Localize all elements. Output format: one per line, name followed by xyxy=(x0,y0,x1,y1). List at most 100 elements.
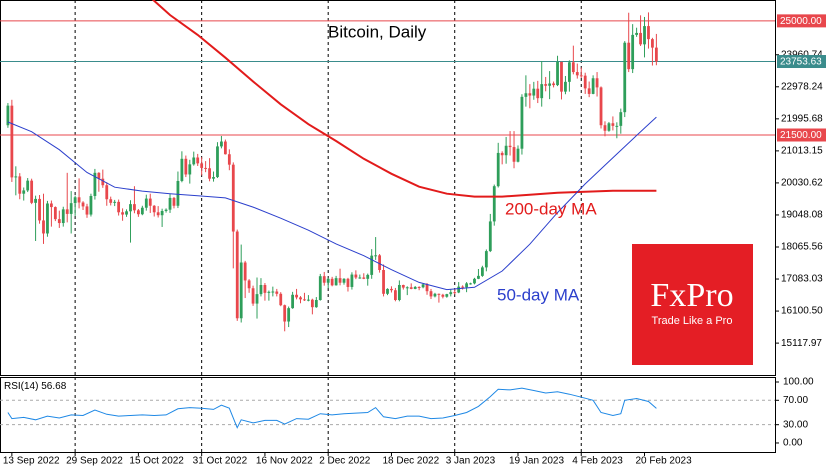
candle-body xyxy=(405,287,409,289)
candle-body xyxy=(484,251,488,268)
y-tick-label: 15117.97 xyxy=(781,338,822,349)
candle-body xyxy=(26,180,30,191)
candle-body xyxy=(220,141,223,147)
candle-body xyxy=(89,195,93,215)
candle-body xyxy=(133,204,136,211)
candle-body xyxy=(591,78,595,94)
candle-body xyxy=(184,158,188,175)
candle-body xyxy=(247,280,251,289)
candle-body xyxy=(144,198,148,208)
candle-body xyxy=(34,198,37,203)
y-tick-label: 16100.50 xyxy=(781,306,823,317)
candle-body xyxy=(631,34,635,70)
candle-body xyxy=(378,255,381,270)
candle-body xyxy=(366,274,370,279)
x-tick-label: 29 Sep 2022 xyxy=(66,456,123,467)
candle-body xyxy=(275,291,279,294)
candle-body xyxy=(579,75,583,77)
candle-body xyxy=(136,210,140,215)
candle-body xyxy=(354,274,358,278)
candle-body xyxy=(540,84,544,99)
candle-body xyxy=(42,220,45,234)
candle-body xyxy=(231,164,235,232)
candle-body xyxy=(401,285,405,288)
candle-body xyxy=(223,141,227,155)
candle-body xyxy=(528,93,532,96)
candle-body xyxy=(204,167,208,169)
main-plot-frame xyxy=(0,0,776,376)
candle-body xyxy=(421,284,425,288)
candle-body xyxy=(338,278,342,283)
candle-body xyxy=(599,87,603,126)
candle-body xyxy=(390,288,393,291)
candle-body xyxy=(417,286,421,288)
candle-body xyxy=(374,255,378,257)
candle-body xyxy=(477,275,480,279)
candle-body xyxy=(397,285,401,300)
y-tick-label: 23960.74 xyxy=(781,49,823,60)
rsi-y-tick-label: 70.00 xyxy=(783,395,808,406)
candle-body xyxy=(524,93,528,97)
candle-body xyxy=(413,286,417,289)
price-label-box xyxy=(777,14,826,28)
candle-body xyxy=(445,294,449,297)
candle-body xyxy=(639,32,642,45)
x-tick-label: 20 Feb 2023 xyxy=(636,456,693,467)
candle-body xyxy=(283,305,287,322)
candle-body xyxy=(564,81,567,92)
candle-body xyxy=(73,197,77,204)
candle-body xyxy=(152,205,156,213)
candle-body xyxy=(508,145,512,148)
candle-body xyxy=(208,168,211,179)
candle-body xyxy=(93,172,97,196)
candle-body xyxy=(314,300,318,308)
candle-body xyxy=(571,62,575,73)
rsi-value: 56.68 xyxy=(41,381,66,392)
y-tick-label: 19048.08 xyxy=(781,210,823,221)
candle-body xyxy=(362,277,366,279)
candle-body xyxy=(267,291,271,293)
candle-body xyxy=(643,26,646,45)
rsi-y-tick-label: 100.00 xyxy=(783,377,814,388)
chart-title: Bitcoin, Daily xyxy=(328,22,427,41)
logo-name: FxPro xyxy=(650,277,733,314)
x-tick-label: 16 Nov 2022 xyxy=(256,456,313,467)
candle-body xyxy=(437,293,441,295)
candle-body xyxy=(50,203,53,208)
rsi-area xyxy=(7,387,657,429)
candle-body xyxy=(473,278,476,284)
candle-body xyxy=(172,197,176,206)
candle-body xyxy=(358,277,362,279)
candle-body xyxy=(603,125,607,131)
ma-annotation: 200-day MA xyxy=(505,199,597,218)
rsi-name: RSI(14) xyxy=(4,381,38,392)
candle-body xyxy=(532,88,536,96)
candle-body xyxy=(480,267,484,276)
candle-body xyxy=(164,209,168,211)
candle-body xyxy=(125,211,128,215)
candle-body xyxy=(552,83,555,86)
candle-body xyxy=(255,294,259,304)
price-label: 21500.00 xyxy=(780,130,822,141)
candle-body xyxy=(567,62,571,82)
candle-body xyxy=(500,152,504,156)
candle-body xyxy=(263,285,267,293)
candle-body xyxy=(57,219,61,224)
candle-body xyxy=(492,186,496,222)
candle-body xyxy=(192,157,196,165)
candle-body xyxy=(168,197,172,210)
candle-body xyxy=(326,278,330,283)
candle-body xyxy=(53,207,57,220)
y-tick-label: 21013.15 xyxy=(781,146,823,157)
candle-body xyxy=(556,61,559,86)
x-tick-label: 4 Feb 2023 xyxy=(572,456,623,467)
moving-average xyxy=(7,116,657,291)
candle-body xyxy=(61,209,65,224)
candle-body xyxy=(22,190,26,194)
candle-body xyxy=(504,145,508,156)
candle-body xyxy=(216,146,219,178)
price-label: 25000.00 xyxy=(780,16,822,27)
candle-body xyxy=(548,83,552,86)
candle-body xyxy=(196,157,200,164)
candle-body xyxy=(441,294,445,297)
